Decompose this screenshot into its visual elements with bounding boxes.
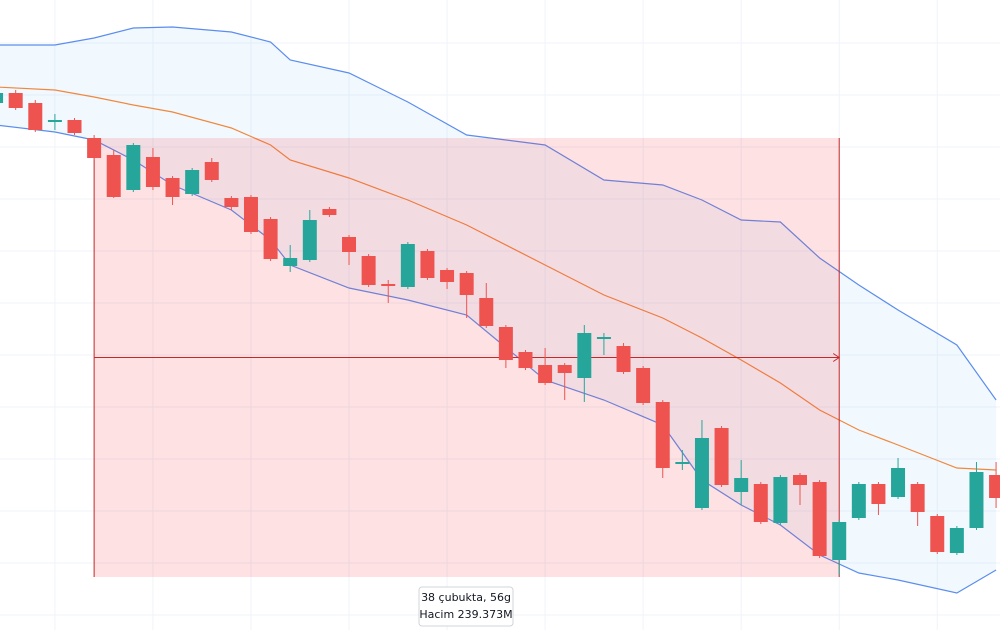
candle-body [851,484,866,518]
candle-body [989,475,1000,498]
tooltip-bars: 38 çubukta, 56g [421,591,511,604]
candle-body [302,220,317,260]
candle-body [381,284,396,286]
candles [0,90,1000,575]
candle-body [459,273,474,295]
candle-body [400,244,415,287]
candle-body [0,93,4,103]
candle-body [636,368,651,403]
candle-body [910,484,925,512]
candle-body [126,145,141,190]
candle-body [616,346,631,372]
measure-arrowhead [832,353,841,362]
candle-body [714,428,729,485]
candle-body [263,219,278,259]
candle-body [832,522,847,560]
candle-body [342,237,357,252]
candle-body [28,103,43,130]
candle-body [871,484,886,504]
candle-body [773,477,788,523]
candle-body [87,138,102,158]
candle-body [930,516,945,552]
candle-body [47,120,62,122]
candle-body [185,170,200,194]
candle-body [67,120,82,133]
candle-body [498,327,513,360]
candle-body [420,251,435,278]
measure [93,138,841,577]
candle-body [812,482,827,556]
candle-body [538,365,553,383]
candle-body [322,209,337,215]
candle-body [283,258,298,266]
candle-body [165,178,180,197]
band-fill [0,27,997,593]
candle-body [204,162,219,180]
candle-body [596,337,611,339]
candle-body [518,352,533,368]
candle-body [969,472,984,528]
candle-body [675,462,690,464]
candle-body [577,333,592,378]
candle-body [479,298,494,326]
candle-body [753,484,768,522]
tooltip: 38 çubukta, 56g Hacim 239.373M [418,586,514,627]
candle-body [145,157,160,187]
candle-body [891,468,906,497]
candle-body [793,475,807,485]
candle-body [949,528,964,553]
candle-body [243,197,258,232]
candle-body [224,198,239,207]
candle-body [557,365,572,373]
candle-body [106,155,121,197]
candle-body [8,93,23,108]
candle-body [655,402,670,468]
candle-body [440,270,455,282]
candle-body [361,256,376,285]
tooltip-volume: Hacim 239.373M [419,608,512,621]
candle-body [734,478,749,492]
candle-body [694,438,709,508]
tooltip-box [418,586,514,627]
